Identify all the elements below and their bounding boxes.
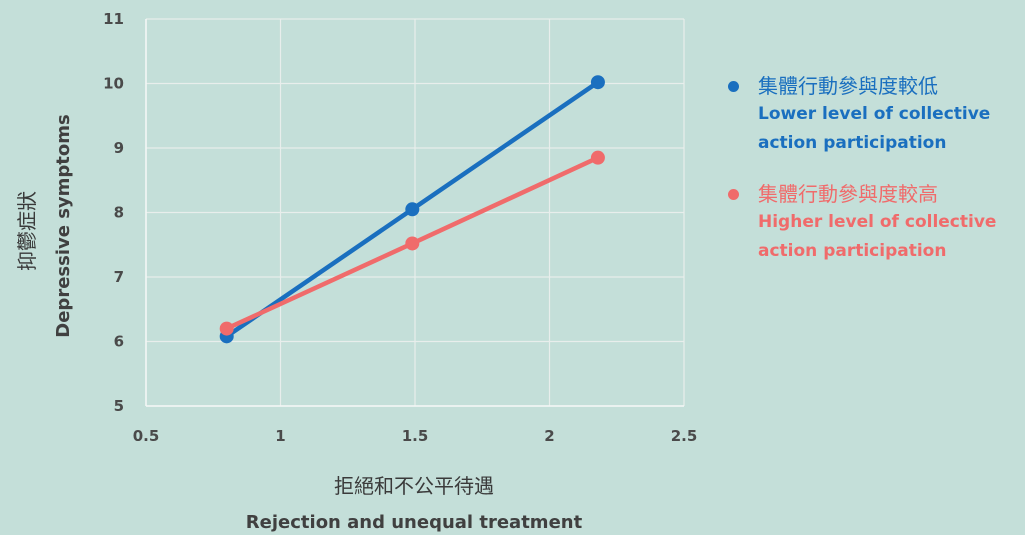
legend-label-higher-en: Higher level of collective action partic… xyxy=(758,212,997,261)
x-tick-label-2: 1.5 xyxy=(402,427,429,445)
x-tick-label-0: 0.5 xyxy=(133,427,160,445)
y-axis-label-en: Depressive symptoms xyxy=(53,114,74,337)
legend-dot-lower xyxy=(728,81,739,92)
legend-item-lower: 集體行動參與度較低 Lower level of collective acti… xyxy=(724,72,1024,158)
x-tick-label-3: 2 xyxy=(544,427,554,445)
legend-label-higher-zh: 集體行動參與度較高 xyxy=(758,182,938,206)
series-1-point-1 xyxy=(405,236,420,251)
series-0-point-2 xyxy=(590,75,605,90)
legend-label-lower-en: Lower level of collective action partici… xyxy=(758,104,991,153)
x-axis-ticks: 0.5 1 1.5 2 2.5 xyxy=(133,427,698,445)
legend-dot-higher xyxy=(728,189,739,200)
legend-label-lower-zh: 集體行動參與度較低 xyxy=(758,74,938,98)
y-tick-label-5: 10 xyxy=(103,75,124,93)
y-axis-label-zh: 抑鬱症狀 xyxy=(15,191,39,271)
grid xyxy=(145,18,685,407)
y-tick-label-3: 8 xyxy=(114,204,124,222)
y-tick-label-2: 7 xyxy=(114,268,124,286)
x-tick-label-4: 2.5 xyxy=(671,427,698,445)
y-tick-label-1: 6 xyxy=(114,333,124,351)
series-group xyxy=(219,75,605,344)
series-0-point-1 xyxy=(405,202,420,217)
y-tick-label-6: 11 xyxy=(103,10,124,28)
series-1-point-0 xyxy=(219,321,234,336)
x-axis-label-en: Rejection and unequal treatment xyxy=(246,512,583,533)
legend: 集體行動參與度較低 Lower level of collective acti… xyxy=(724,72,1024,288)
x-axis-label-zh: 拒絕和不公平待遇 xyxy=(334,474,494,498)
series-1-point-2 xyxy=(590,150,605,165)
y-tick-label-0: 5 xyxy=(114,397,124,415)
y-tick-label-4: 9 xyxy=(114,139,124,157)
legend-item-higher: 集體行動參與度較高 Higher level of collective act… xyxy=(724,180,1024,266)
x-tick-label-1: 1 xyxy=(275,427,285,445)
y-axis-ticks: 5 6 7 8 9 10 11 xyxy=(103,10,124,415)
